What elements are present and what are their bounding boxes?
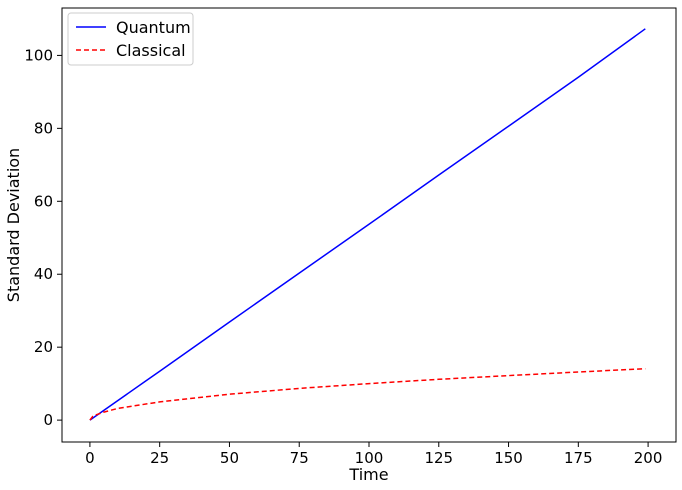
y-tick-label: 40	[34, 265, 53, 283]
x-tick-label: 75	[290, 449, 309, 467]
y-axis-ticks: 0 20 40 60 80 100	[24, 46, 62, 429]
y-tick-label: 80	[34, 119, 53, 137]
x-tick-label: 25	[150, 449, 169, 467]
x-tick-label: 0	[85, 449, 95, 467]
legend-box	[67, 12, 194, 66]
x-tick-label: 175	[564, 449, 593, 467]
legend-label-classical: Classical	[116, 41, 186, 60]
series-line-quantum	[89, 28, 646, 421]
series-layer	[89, 28, 646, 421]
legend: Quantum Classical	[67, 12, 194, 66]
y-tick-label: 20	[34, 338, 53, 356]
x-axis-label: Time	[348, 465, 388, 484]
x-tick-label: 50	[220, 449, 239, 467]
y-tick-label: 100	[24, 46, 53, 64]
x-tick-label: 125	[424, 449, 453, 467]
legend-label-quantum: Quantum	[116, 18, 191, 37]
x-tick-label: 100	[355, 449, 384, 467]
y-tick-label: 0	[43, 411, 53, 429]
x-tick-label: 150	[494, 449, 523, 467]
y-tick-label: 60	[34, 192, 53, 210]
y-axis-label: Standard Deviation	[4, 148, 23, 302]
x-axis-ticks: 0 25 50 75 100 125 150 175 200	[85, 442, 662, 467]
x-tick-label: 200	[634, 449, 663, 467]
